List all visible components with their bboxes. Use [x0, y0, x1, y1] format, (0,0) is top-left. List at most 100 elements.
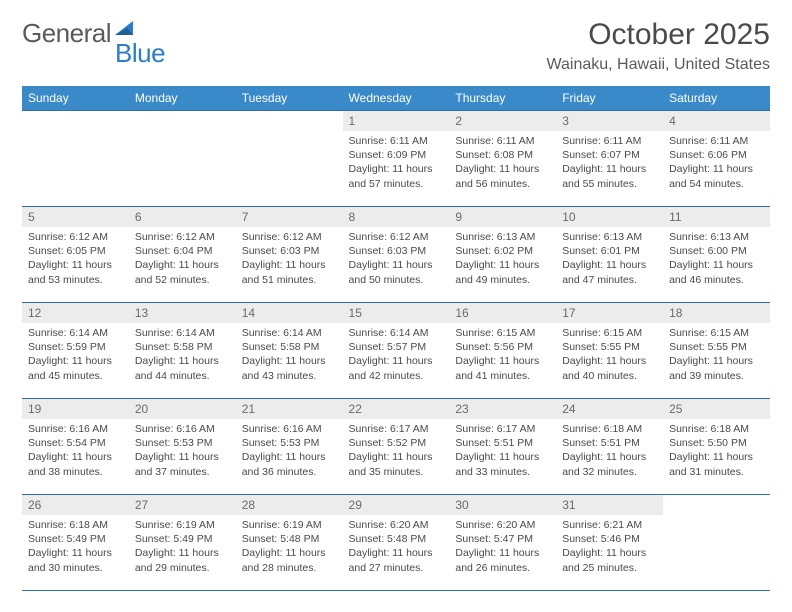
day-number: 30 [449, 495, 556, 515]
calendar-day-cell: 25Sunrise: 6:18 AMSunset: 5:50 PMDayligh… [663, 399, 770, 495]
sunset-text: Sunset: 5:48 PM [242, 532, 337, 546]
daylight-text: Daylight: 11 hours and 26 minutes. [455, 546, 550, 574]
day-number: 17 [556, 303, 663, 323]
calendar-day-cell [129, 111, 236, 207]
day-details: Sunrise: 6:13 AMSunset: 6:02 PMDaylight:… [449, 227, 556, 293]
sunset-text: Sunset: 5:49 PM [135, 532, 230, 546]
sunrise-text: Sunrise: 6:12 AM [135, 230, 230, 244]
day-details: Sunrise: 6:15 AMSunset: 5:56 PMDaylight:… [449, 323, 556, 389]
sunrise-text: Sunrise: 6:11 AM [562, 134, 657, 148]
day-number: 15 [343, 303, 450, 323]
page-title: October 2025 [546, 18, 770, 52]
daylight-text: Daylight: 11 hours and 51 minutes. [242, 258, 337, 286]
daylight-text: Daylight: 11 hours and 33 minutes. [455, 450, 550, 478]
day-details: Sunrise: 6:12 AMSunset: 6:03 PMDaylight:… [343, 227, 450, 293]
day-details: Sunrise: 6:19 AMSunset: 5:48 PMDaylight:… [236, 515, 343, 581]
calendar-day-cell: 16Sunrise: 6:15 AMSunset: 5:56 PMDayligh… [449, 303, 556, 399]
calendar-week-row: 12Sunrise: 6:14 AMSunset: 5:59 PMDayligh… [22, 303, 770, 399]
daylight-text: Daylight: 11 hours and 29 minutes. [135, 546, 230, 574]
daylight-text: Daylight: 11 hours and 56 minutes. [455, 162, 550, 190]
day-details: Sunrise: 6:20 AMSunset: 5:47 PMDaylight:… [449, 515, 556, 581]
logo-word1: General [22, 18, 111, 49]
day-number: 14 [236, 303, 343, 323]
calendar-day-cell: 27Sunrise: 6:19 AMSunset: 5:49 PMDayligh… [129, 495, 236, 591]
sunset-text: Sunset: 5:55 PM [669, 340, 764, 354]
calendar-day-cell: 26Sunrise: 6:18 AMSunset: 5:49 PMDayligh… [22, 495, 129, 591]
calendar-week-row: 5Sunrise: 6:12 AMSunset: 6:05 PMDaylight… [22, 207, 770, 303]
weekday-header: Friday [556, 86, 663, 111]
daylight-text: Daylight: 11 hours and 49 minutes. [455, 258, 550, 286]
sunset-text: Sunset: 6:07 PM [562, 148, 657, 162]
sunrise-text: Sunrise: 6:15 AM [455, 326, 550, 340]
sunset-text: Sunset: 5:50 PM [669, 436, 764, 450]
calendar-day-cell: 14Sunrise: 6:14 AMSunset: 5:58 PMDayligh… [236, 303, 343, 399]
day-details: Sunrise: 6:14 AMSunset: 5:57 PMDaylight:… [343, 323, 450, 389]
day-details: Sunrise: 6:11 AMSunset: 6:07 PMDaylight:… [556, 131, 663, 197]
day-details: Sunrise: 6:16 AMSunset: 5:54 PMDaylight:… [22, 419, 129, 485]
sunset-text: Sunset: 6:04 PM [135, 244, 230, 258]
sunrise-text: Sunrise: 6:12 AM [28, 230, 123, 244]
daylight-text: Daylight: 11 hours and 31 minutes. [669, 450, 764, 478]
day-number: 18 [663, 303, 770, 323]
day-details: Sunrise: 6:12 AMSunset: 6:04 PMDaylight:… [129, 227, 236, 293]
sunrise-text: Sunrise: 6:16 AM [135, 422, 230, 436]
daylight-text: Daylight: 11 hours and 30 minutes. [28, 546, 123, 574]
day-number: 23 [449, 399, 556, 419]
sunset-text: Sunset: 6:03 PM [242, 244, 337, 258]
calendar-day-cell: 31Sunrise: 6:21 AMSunset: 5:46 PMDayligh… [556, 495, 663, 591]
sunrise-text: Sunrise: 6:16 AM [242, 422, 337, 436]
daylight-text: Daylight: 11 hours and 35 minutes. [349, 450, 444, 478]
daylight-text: Daylight: 11 hours and 42 minutes. [349, 354, 444, 382]
day-number: 16 [449, 303, 556, 323]
calendar-day-cell: 4Sunrise: 6:11 AMSunset: 6:06 PMDaylight… [663, 111, 770, 207]
daylight-text: Daylight: 11 hours and 57 minutes. [349, 162, 444, 190]
calendar-day-cell: 21Sunrise: 6:16 AMSunset: 5:53 PMDayligh… [236, 399, 343, 495]
sunrise-text: Sunrise: 6:14 AM [349, 326, 444, 340]
day-number: 21 [236, 399, 343, 419]
sunset-text: Sunset: 6:08 PM [455, 148, 550, 162]
day-number: 8 [343, 207, 450, 227]
day-details: Sunrise: 6:17 AMSunset: 5:52 PMDaylight:… [343, 419, 450, 485]
day-number: 1 [343, 111, 450, 131]
daylight-text: Daylight: 11 hours and 38 minutes. [28, 450, 123, 478]
day-details: Sunrise: 6:18 AMSunset: 5:50 PMDaylight:… [663, 419, 770, 485]
sunset-text: Sunset: 5:59 PM [28, 340, 123, 354]
day-number: 6 [129, 207, 236, 227]
sunset-text: Sunset: 6:01 PM [562, 244, 657, 258]
sunrise-text: Sunrise: 6:15 AM [562, 326, 657, 340]
daylight-text: Daylight: 11 hours and 37 minutes. [135, 450, 230, 478]
daylight-text: Daylight: 11 hours and 55 minutes. [562, 162, 657, 190]
calendar-week-row: 19Sunrise: 6:16 AMSunset: 5:54 PMDayligh… [22, 399, 770, 495]
calendar-day-cell: 10Sunrise: 6:13 AMSunset: 6:01 PMDayligh… [556, 207, 663, 303]
calendar-day-cell: 17Sunrise: 6:15 AMSunset: 5:55 PMDayligh… [556, 303, 663, 399]
title-block: October 2025 Wainaku, Hawaii, United Sta… [546, 18, 770, 74]
daylight-text: Daylight: 11 hours and 50 minutes. [349, 258, 444, 286]
day-details: Sunrise: 6:17 AMSunset: 5:51 PMDaylight:… [449, 419, 556, 485]
daylight-text: Daylight: 11 hours and 53 minutes. [28, 258, 123, 286]
sunrise-text: Sunrise: 6:20 AM [349, 518, 444, 532]
sunset-text: Sunset: 5:55 PM [562, 340, 657, 354]
calendar-day-cell: 20Sunrise: 6:16 AMSunset: 5:53 PMDayligh… [129, 399, 236, 495]
daylight-text: Daylight: 11 hours and 25 minutes. [562, 546, 657, 574]
weekday-header: Thursday [449, 86, 556, 111]
day-number: 11 [663, 207, 770, 227]
sunrise-text: Sunrise: 6:15 AM [669, 326, 764, 340]
calendar-day-cell: 8Sunrise: 6:12 AMSunset: 6:03 PMDaylight… [343, 207, 450, 303]
daylight-text: Daylight: 11 hours and 46 minutes. [669, 258, 764, 286]
day-number: 3 [556, 111, 663, 131]
day-details: Sunrise: 6:11 AMSunset: 6:09 PMDaylight:… [343, 131, 450, 197]
calendar-day-cell: 9Sunrise: 6:13 AMSunset: 6:02 PMDaylight… [449, 207, 556, 303]
weekday-header: Sunday [22, 86, 129, 111]
daylight-text: Daylight: 11 hours and 47 minutes. [562, 258, 657, 286]
day-details: Sunrise: 6:12 AMSunset: 6:05 PMDaylight:… [22, 227, 129, 293]
day-details: Sunrise: 6:11 AMSunset: 6:08 PMDaylight:… [449, 131, 556, 197]
day-number: 13 [129, 303, 236, 323]
calendar-day-cell: 22Sunrise: 6:17 AMSunset: 5:52 PMDayligh… [343, 399, 450, 495]
sunrise-text: Sunrise: 6:17 AM [349, 422, 444, 436]
day-number: 26 [22, 495, 129, 515]
calendar-day-cell: 15Sunrise: 6:14 AMSunset: 5:57 PMDayligh… [343, 303, 450, 399]
sunrise-text: Sunrise: 6:16 AM [28, 422, 123, 436]
sunset-text: Sunset: 6:00 PM [669, 244, 764, 258]
sunset-text: Sunset: 5:47 PM [455, 532, 550, 546]
daylight-text: Daylight: 11 hours and 43 minutes. [242, 354, 337, 382]
